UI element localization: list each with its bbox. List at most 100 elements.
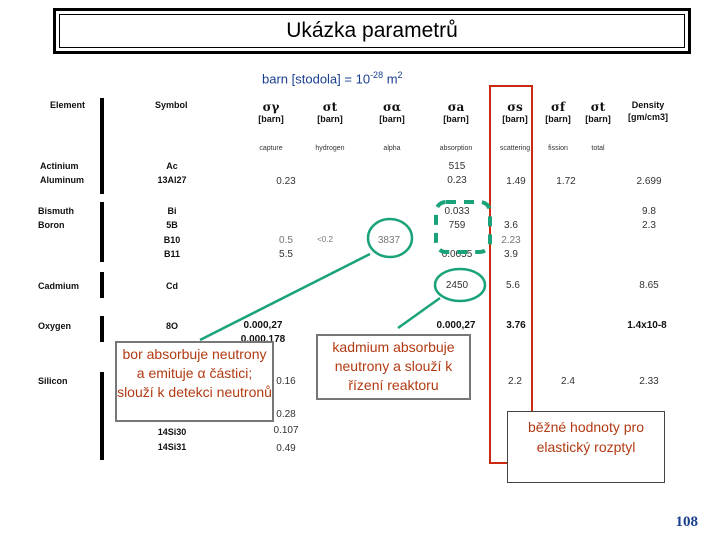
header-capture: σγ [barn] bbox=[253, 100, 289, 124]
cell-al-capture: 0.23 bbox=[276, 176, 296, 187]
cell-si-capture-a: 0.16 bbox=[276, 376, 296, 387]
cell-o16-capture: 0.000,178 bbox=[240, 334, 286, 345]
sub-scattering: scattering bbox=[499, 145, 531, 152]
header-total: σt [barn] bbox=[580, 100, 616, 124]
cell-al-scattering: 1.49 bbox=[506, 176, 526, 187]
symbol-b10: B10 bbox=[163, 235, 181, 245]
unit-definition: barn [stodola] = 10-28 m2 bbox=[262, 70, 403, 86]
cell-b10-scattering: 2.23 bbox=[501, 235, 521, 246]
cell-b-density: 2.3 bbox=[642, 220, 656, 231]
boron-callout: bor absorbuje neutrony a emituje α části… bbox=[115, 341, 274, 422]
boron-callout-connector bbox=[199, 252, 371, 342]
cell-si-capture-b: 0.28 bbox=[276, 409, 296, 420]
cell-cd-absorption: 2450 bbox=[445, 280, 469, 291]
header-alpha: σα [barn] bbox=[374, 100, 410, 124]
symbol-si30: 14Si30 bbox=[157, 427, 187, 437]
cell-o-absorption: 0.000,27 bbox=[436, 320, 476, 331]
cell-o-capture: 0.000,27 bbox=[243, 320, 283, 331]
group-bar-boron bbox=[100, 202, 104, 262]
cell-b-absorption: 759 bbox=[448, 220, 466, 231]
element-boron: Boron bbox=[38, 220, 65, 230]
cell-al-fission: 1.72 bbox=[556, 176, 576, 187]
sigma-hydrogen-symbol: σt bbox=[322, 100, 338, 114]
unit-name: m bbox=[383, 71, 398, 87]
cell-si-density: 2.33 bbox=[639, 376, 659, 387]
header-hydrogen-unit: [barn] bbox=[317, 114, 343, 124]
cell-cd-scattering: 5.6 bbox=[506, 280, 520, 291]
cadmium-absorption-circle bbox=[433, 267, 487, 303]
header-density-name: Density bbox=[631, 100, 665, 110]
header-absorption-unit: [barn] bbox=[443, 114, 469, 124]
unit-name-exponent: 2 bbox=[397, 70, 403, 80]
symbol-o: 8O bbox=[165, 321, 178, 331]
sub-fission: fission bbox=[548, 145, 568, 152]
cell-si-scattering: 2.2 bbox=[508, 376, 522, 387]
symbol-si31: 14Si31 bbox=[157, 442, 187, 452]
cell-cd-density: 8.65 bbox=[639, 280, 659, 291]
group-bar-silicon bbox=[100, 372, 104, 460]
sigma-capture-symbol: σγ bbox=[262, 100, 280, 114]
symbol-b11: B11 bbox=[163, 249, 180, 259]
element-cadmium: Cadmium bbox=[38, 281, 80, 291]
cell-si31-capture: 0.49 bbox=[276, 443, 296, 454]
element-aluminum: Aluminum bbox=[40, 175, 84, 185]
header-element: Element bbox=[50, 100, 86, 110]
sub-absorption: absorption bbox=[439, 145, 473, 152]
cell-ac-absorption: 515 bbox=[448, 161, 466, 172]
cell-b10-capture: 0.5 bbox=[279, 235, 293, 246]
header-total-unit: [barn] bbox=[585, 114, 611, 124]
slide-title: Ukázka parametrů bbox=[286, 19, 458, 42]
header-alpha-unit: [barn] bbox=[379, 114, 405, 124]
cell-o-scattering: 3.76 bbox=[506, 320, 526, 331]
symbol-b: 5B bbox=[166, 220, 178, 230]
header-hydrogen: σt [barn] bbox=[312, 100, 348, 124]
element-silicon: Silicon bbox=[38, 376, 68, 386]
sigma-total-symbol: σt bbox=[590, 100, 606, 114]
header-fission-unit: [barn] bbox=[545, 114, 571, 124]
cell-bi-absorption: 0.033 bbox=[444, 206, 470, 217]
cell-b11-capture: 5.5 bbox=[279, 249, 293, 260]
sub-alpha: alpha bbox=[383, 145, 401, 152]
unit-prefix: barn [stodola] = 10 bbox=[262, 71, 371, 87]
scattering-callout: běžné hodnoty pro elastický rozptyl bbox=[507, 411, 665, 483]
unit-exponent: -28 bbox=[370, 70, 384, 80]
slide-title-box: Ukázka parametrů bbox=[53, 8, 691, 54]
cell-b10-hydrogen: <0.2 bbox=[317, 235, 333, 244]
group-bar-cadmium bbox=[100, 272, 104, 298]
cell-si-fission: 2.4 bbox=[561, 376, 575, 387]
cell-b-scattering: 3.6 bbox=[504, 220, 518, 231]
title-inner-border bbox=[59, 14, 685, 48]
element-oxygen: Oxygen bbox=[38, 321, 72, 331]
sigma-fission-symbol: σf bbox=[550, 100, 565, 114]
header-density: Density [gm/cm3] bbox=[620, 100, 676, 122]
sub-capture: capture bbox=[259, 145, 283, 152]
header-scattering: σs [barn] bbox=[497, 100, 533, 124]
cell-bi-density: 9.8 bbox=[642, 206, 656, 217]
symbol-cd: Cd bbox=[166, 281, 178, 291]
cadmium-callout: kadmium absorbuje neutrony a slouží k ří… bbox=[316, 334, 471, 400]
cell-b11-scattering: 3.9 bbox=[504, 249, 518, 260]
cell-o-density: 1.4x10-8 bbox=[627, 320, 667, 331]
group-bar-actinium bbox=[100, 98, 104, 194]
sigma-scattering-symbol: σs bbox=[507, 100, 523, 114]
header-fission: σf [barn] bbox=[540, 100, 576, 124]
sigma-absorption-symbol: σa bbox=[447, 100, 465, 114]
scattering-column-highlight bbox=[489, 85, 533, 464]
cell-b11-absorption: 0.0055 bbox=[441, 249, 473, 260]
header-scattering-unit: [barn] bbox=[502, 114, 528, 124]
header-absorption: σa [barn] bbox=[438, 100, 474, 124]
header-density-unit: [gm/cm3] bbox=[627, 112, 668, 122]
b10-alpha-circle bbox=[366, 217, 414, 259]
page-number: 108 bbox=[675, 514, 699, 530]
element-bismuth: Bismuth bbox=[38, 206, 74, 216]
cadmium-callout-connector bbox=[397, 296, 441, 330]
header-capture-unit: [barn] bbox=[258, 114, 284, 124]
element-actinium: Actinium bbox=[40, 161, 79, 171]
cell-si30-capture: 0.107 bbox=[273, 425, 299, 436]
symbol-bi: Bi bbox=[167, 206, 177, 216]
symbol-al27: 13Al27 bbox=[157, 175, 187, 185]
group-bar-oxygen bbox=[100, 316, 104, 342]
sub-total: total bbox=[591, 145, 605, 152]
cell-b10-alpha: 3837 bbox=[377, 235, 401, 246]
